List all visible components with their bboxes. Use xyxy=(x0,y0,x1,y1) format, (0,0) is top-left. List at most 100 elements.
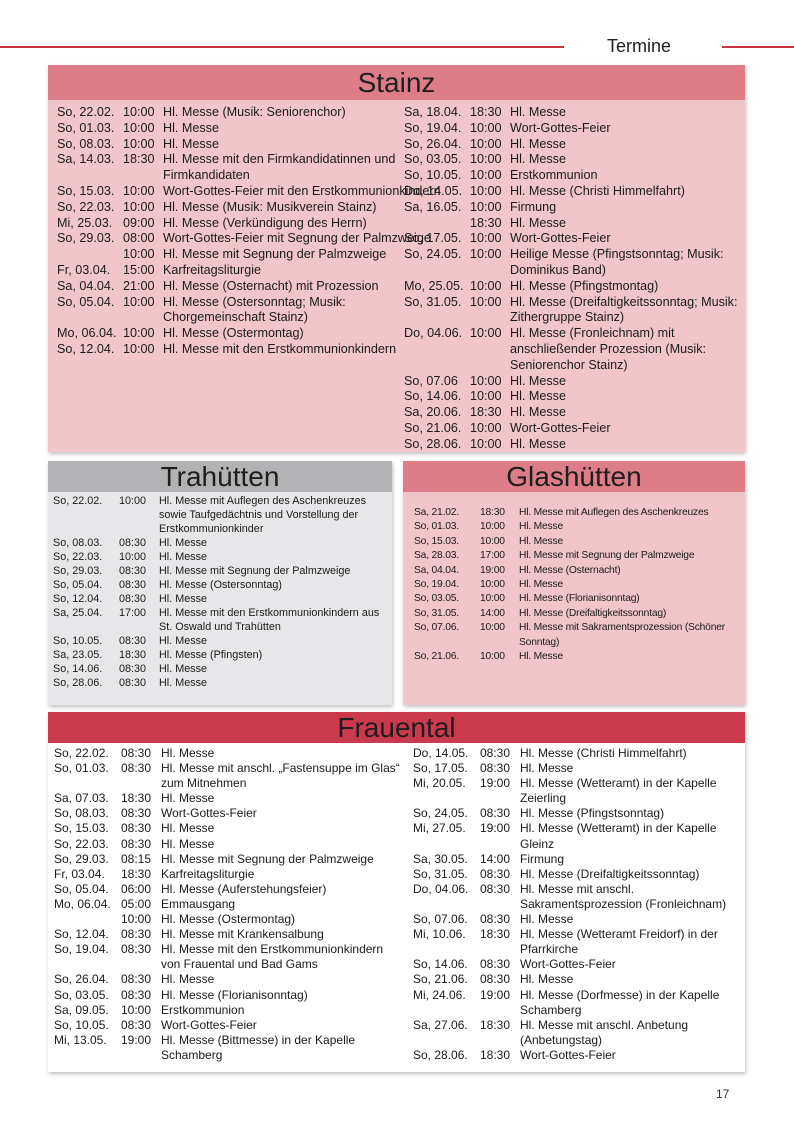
schedule-column: So, 22.02. 08:30 Hl. Messe So, 01.03. 08:30 H… xyxy=(54,746,404,1063)
day: Sa, 30.05. xyxy=(413,851,468,866)
day: Do, 14.05. xyxy=(404,183,463,198)
event: Hl. Messe xyxy=(510,215,566,230)
event: Hl. Messe xyxy=(520,972,574,987)
time: 08:30 xyxy=(119,579,147,591)
time: 10:00 xyxy=(470,199,502,214)
day: So, 08.03. xyxy=(54,806,109,821)
event: Hl. Messe xyxy=(510,389,566,404)
day: Mo, 06.04. xyxy=(54,896,111,911)
schedule-row: So, 17.05. 10:00 Wort-Gottes-Feier xyxy=(404,231,745,247)
schedule-row: So, 08.03. 10:00 Hl. Messe xyxy=(57,137,447,153)
time: 19:00 xyxy=(480,564,505,576)
day: So, 07.06 xyxy=(404,373,458,388)
time: 08:30 xyxy=(480,806,511,821)
event: Hl. Messe xyxy=(161,836,215,851)
schedule-row: 10:00 Hl. Messe (Ostermontag) xyxy=(54,912,404,927)
day: Mi, 20.05. xyxy=(413,776,466,791)
event: Wort-Gottes-Feier xyxy=(510,231,611,246)
day: Fr, 03.04. xyxy=(54,866,105,881)
event: Hl. Messe xyxy=(161,746,215,760)
day: So, 05.04. xyxy=(54,881,109,896)
schedule-row: So, 29.03. 08:00 Wort-Gottes-Feier mit Seg… xyxy=(57,231,447,247)
time: 10:00 xyxy=(470,294,502,309)
event: Firmung xyxy=(520,851,565,866)
time: 18:30 xyxy=(470,215,502,230)
section-title: Trahütten xyxy=(48,461,392,492)
event: Hl. Messe (Christi Himmelfahrt) xyxy=(520,746,687,760)
event: Wort-Gottes-Feier xyxy=(161,1017,257,1032)
day: Sa, 07.03. xyxy=(54,791,109,806)
time: 14:00 xyxy=(480,607,505,619)
time: 10:00 xyxy=(470,326,502,341)
schedule-row: So, 10.05. 08:30 Hl. Messe xyxy=(53,634,391,648)
event: Hl. Messe xyxy=(519,521,563,533)
day: So, 14.06. xyxy=(413,957,468,972)
time: 08:30 xyxy=(480,881,511,896)
day: So, 31.05. xyxy=(414,607,459,619)
time: 08:30 xyxy=(121,761,152,776)
time: 10:00 xyxy=(470,120,502,135)
day: Sa, 21.02. xyxy=(414,507,459,518)
event: Hl. Messe xyxy=(510,136,566,151)
schedule-row: So, 19.04. 08:30 Hl. Messe mit den Erstkom… xyxy=(54,942,404,972)
event: Hl. Messe mit Auflegen des Aschenkreuzes… xyxy=(159,495,367,535)
time: 10:00 xyxy=(470,152,502,167)
time: 05:00 xyxy=(121,896,152,911)
time: 08:30 xyxy=(121,942,152,957)
time: 10:00 xyxy=(123,341,155,356)
schedule-row: So, 22.02. 10:00 Hl. Messe mit Auflegen de… xyxy=(53,494,391,536)
day: Do, 04.06. xyxy=(413,881,469,896)
day: Sa, 25.04. xyxy=(53,607,103,619)
day: So, 24.05. xyxy=(404,247,462,262)
schedule-row: So, 28.06. 18:30 Wort-Gottes-Feier xyxy=(413,1048,745,1063)
schedule-row: Fr, 03.04. 15:00 Karfreitagsliturgie xyxy=(57,263,447,279)
section: Stainz So, 22.02. 10:00 Hl. Messe (Musik: S… xyxy=(48,65,745,452)
schedule-row: Do, 14.05. 10:00 Hl. Messe (Christi Himmel… xyxy=(404,184,745,200)
schedule-row: Sa, 14.03. 18:30 Hl. Messe mit den Firmkan… xyxy=(57,152,447,184)
time: 10:00 xyxy=(480,651,505,663)
event: Hl. Messe xyxy=(159,593,207,605)
schedule-row: So, 19.04. 10:00 Hl. Messe xyxy=(414,578,744,592)
schedule-row: So, 21.06. 08:30 Hl. Messe xyxy=(413,972,745,987)
event: Erstkommunion xyxy=(161,1002,245,1017)
event: Hl. Messe (Christi Himmelfahrt) xyxy=(510,183,685,198)
day: So, 29.03. xyxy=(54,851,109,866)
day: So, 28.06. xyxy=(404,436,462,451)
schedule-row: So, 29.03. 08:15 Hl. Messe mit Segnung der… xyxy=(54,852,404,867)
time: 10:00 xyxy=(470,420,502,435)
time: 08:30 xyxy=(121,806,152,821)
schedule-row: Sa, 25.04. 17:00 Hl. Messe mit den Erstkom… xyxy=(53,606,391,634)
day: So, 12.04. xyxy=(53,593,103,605)
schedule-row: Sa, 28.03. 17:00 Hl. Messe mit Segnung der… xyxy=(414,549,744,563)
section: Glashütten Sa, 21.02. 18:30 Hl. Messe mit A… xyxy=(403,461,745,705)
event: Hl. Messe mit Auflegen des Aschenkreuzes xyxy=(519,507,709,518)
day: Do, 04.06. xyxy=(404,326,463,341)
time: 08:30 xyxy=(480,972,511,987)
schedule-column: Sa, 21.02. 18:30 Hl. Messe mit Auflegen de… xyxy=(414,506,744,664)
section-title: Stainz xyxy=(48,65,745,100)
event: Hl. Messe xyxy=(161,821,215,836)
schedule-row: So, 24.05. 10:00 Heilige Messe (Pfingstson… xyxy=(404,247,745,279)
event: Firmung xyxy=(510,199,557,214)
schedule-row: Sa, 16.05. 10:00 Firmung xyxy=(404,200,745,216)
time: 08:30 xyxy=(121,836,152,851)
event: Hl. Messe (Wetteramt Freidorf) in der Pf… xyxy=(520,927,718,957)
schedule-row: So, 12.04. 08:30 Hl. Messe xyxy=(53,592,391,606)
time: 10:00 xyxy=(119,495,147,507)
event: Hl. Messe xyxy=(163,120,219,135)
time: 17:00 xyxy=(480,550,505,562)
event: Hl. Messe xyxy=(520,912,574,927)
header-title: Termine xyxy=(607,36,672,56)
schedule-row: So, 05.04. 08:30 Hl. Messe (Ostersonntag) xyxy=(53,578,391,592)
schedule-row: Mo, 06.04. 10:00 Hl. Messe (Ostermontag) xyxy=(57,326,447,342)
schedule-row: So, 07.06 10:00 Hl. Messe xyxy=(404,374,745,390)
schedule-row: So, 31.05. 10:00 Hl. Messe (Dreifaltigkeit… xyxy=(404,295,745,327)
event: Hl. Messe (Ostermontag) xyxy=(163,326,304,341)
time: 21:00 xyxy=(123,278,155,293)
schedule-row: So, 03.05. 10:00 Hl. Messe xyxy=(404,152,745,168)
day: So, 19.04. xyxy=(404,120,462,135)
schedule-row: So, 26.04. 10:00 Hl. Messe xyxy=(404,137,745,153)
schedule-row: Sa, 27.06. 18:30 Hl. Messe mit anschl. Anb… xyxy=(413,1018,745,1048)
time: 19:00 xyxy=(480,821,511,836)
time: 10:00 xyxy=(123,105,155,119)
